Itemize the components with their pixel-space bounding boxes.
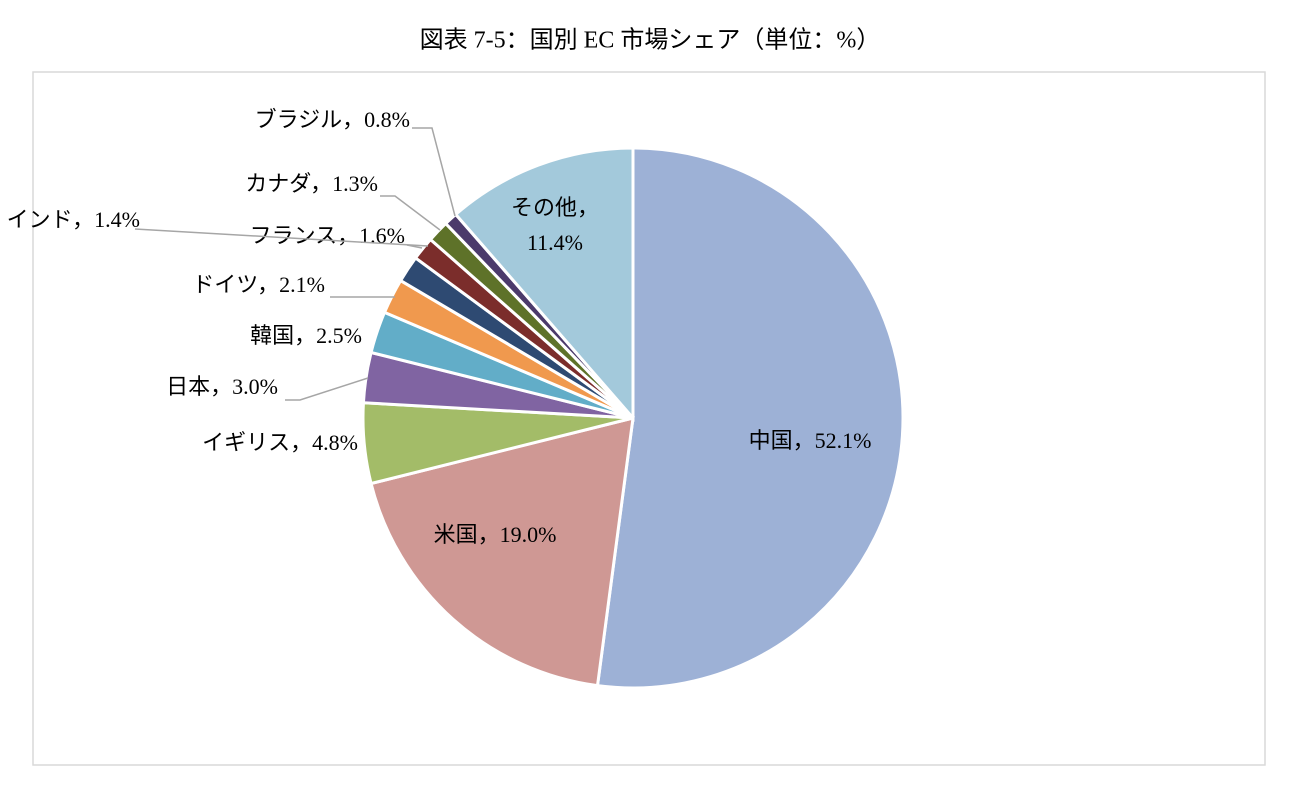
data-label-separator: ， [577,195,599,220]
data-label-separator: ， [210,374,232,399]
data-label: イギリス，4.8% [202,430,358,455]
data-label: 日本，3.0% [166,374,278,399]
data-label: 中国，52.1% [749,428,872,453]
leader-line [285,377,369,401]
data-label-value: 3.0% [232,374,278,399]
data-label-value: 1.3% [332,171,378,196]
data-label-category: フランス [250,223,338,248]
data-label-category: 米国 [434,522,478,547]
data-label-value: 0.8% [364,107,410,132]
data-label-value: 11.4% [527,230,583,255]
data-label: ドイツ，2.1% [192,272,325,297]
data-label-separator: ， [72,207,94,232]
data-label: フランス，1.6% [250,223,405,248]
data-label: ブラジル，0.8% [255,107,410,132]
pie-slice [453,146,635,423]
chart-title: 図表 7-5：国別 EC 市場シェア（単位：%） [420,27,881,54]
data-label-separator: ， [478,522,500,547]
data-label-value: 2.5% [316,323,362,348]
data-label: カナダ，1.3% [245,171,378,196]
leader-line [412,127,456,217]
data-label-value: 52.1% [815,428,872,453]
data-label-value: 1.4% [94,207,140,232]
data-label: 米国，19.0% [434,522,557,547]
data-label-category: その他 [511,195,577,220]
data-label-separator: ， [257,272,279,297]
data-label-separator: ， [294,323,316,348]
data-label-value: 2.1% [279,272,325,297]
leader-line [380,195,441,231]
data-label-category: カナダ [245,171,311,196]
data-label-separator: ， [337,223,359,248]
data-label-category: イギリス [202,430,290,455]
data-label-separator: ， [290,430,312,455]
pie-slice [595,146,905,690]
data-label-category: 中国 [749,428,793,453]
data-label: インド，1.4% [7,207,140,232]
data-label-value: 19.0% [500,522,557,547]
data-label-category: インド [7,207,73,232]
data-label-separator: ， [342,107,364,132]
data-label-category: ブラジル [255,107,343,132]
data-label-separator: ， [310,171,332,196]
data-label: その他， 11.4% [511,195,599,255]
chart-frame [32,71,1266,766]
data-label-category: ドイツ [192,272,257,297]
data-label: 韓国，2.5% [250,323,362,348]
leader-line [134,228,429,247]
pie-slice [369,416,635,688]
data-label-value: 4.8% [312,430,358,455]
data-label-category: 日本 [166,374,210,399]
data-label-separator: ， [793,428,815,453]
data-label-category: 韓国 [250,323,294,348]
